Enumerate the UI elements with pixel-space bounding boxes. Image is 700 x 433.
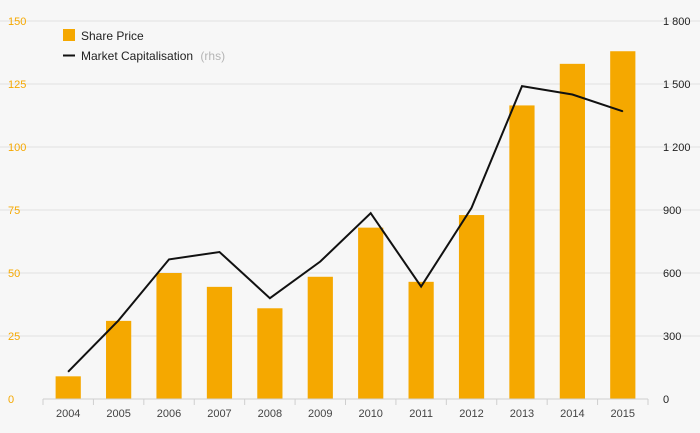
share-price-bar [358,227,384,399]
y-left-tick-label: 100 [8,142,26,154]
legend-swatch-share-price [63,29,75,41]
y-right-tick-label: 0 [663,394,669,406]
share-price-bar [206,286,233,399]
x-tick-label: 2009 [308,408,332,420]
y-left-tick-label: 150 [8,16,26,28]
market-cap-point [370,212,372,214]
y-left-tick-label: 0 [8,394,14,406]
x-tick-label: 2015 [611,408,635,420]
y-left-tick-label: 50 [8,268,20,280]
legend-label-market-cap-note: (rhs) [200,49,225,63]
x-tick-label: 2005 [106,408,130,420]
y-right-tick-label: 1 200 [663,142,691,154]
axes: 2004 2005 2006 2007 2008 2009 2010 2011 2012 2013… [8,16,691,420]
share-price-bar [156,273,182,399]
share-price-bar [106,320,132,399]
market-cap-line-series [67,84,624,373]
x-tick-label: 2013 [510,408,534,420]
market-cap-point [319,260,321,262]
market-cap-line [67,84,624,373]
x-tick-label: 2004 [56,408,80,420]
x-tick-label: 2014 [560,408,584,420]
share-price-bar [610,51,636,400]
market-cap-point [521,85,523,87]
share-price-bar [257,308,283,399]
share-price-bar [408,281,434,399]
market-cap-point [471,207,473,209]
gridlines [0,20,700,337]
y-left-tick-label: 125 [8,79,26,91]
legend-label-share-price: Share Price [81,29,144,43]
market-cap-point [67,371,69,373]
y-right-tick-label: 1 500 [663,79,691,91]
market-cap-point [420,286,422,288]
y-left-tick-label: 25 [8,331,20,343]
legend: Share Price Market Capitalisation (rhs) [63,29,225,63]
legend-label-market-cap: Market Capitalisation (rhs) [81,49,225,63]
y-right-tick-label: 300 [663,331,681,343]
share-price-bar [307,276,333,399]
market-cap-point [118,319,120,321]
share-price-bar [509,105,535,400]
x-tick-label: 2012 [459,408,483,420]
market-cap-point [269,297,271,299]
x-tick-label: 2007 [207,408,231,420]
share-price-bar [559,63,585,400]
y-right-tick-label: 900 [663,205,681,217]
market-cap-point [622,110,624,112]
y-left-tick-label: 75 [8,205,20,217]
legend-label-market-cap-text: Market Capitalisation [81,49,193,63]
y-right-tick-label: 600 [663,268,681,280]
x-tick-label: 2006 [157,408,181,420]
market-cap-point [168,258,170,260]
y-right-tick-label: 1 800 [663,16,691,28]
market-cap-point [571,94,573,95]
x-tick-label: 2008 [258,408,282,420]
share-price-bar [458,215,485,399]
share-price-bars [55,51,636,400]
market-cap-point [218,251,220,253]
x-tick-label: 2010 [358,408,382,420]
x-tick-label: 2011 [409,408,433,420]
share-price-bar [55,376,81,399]
